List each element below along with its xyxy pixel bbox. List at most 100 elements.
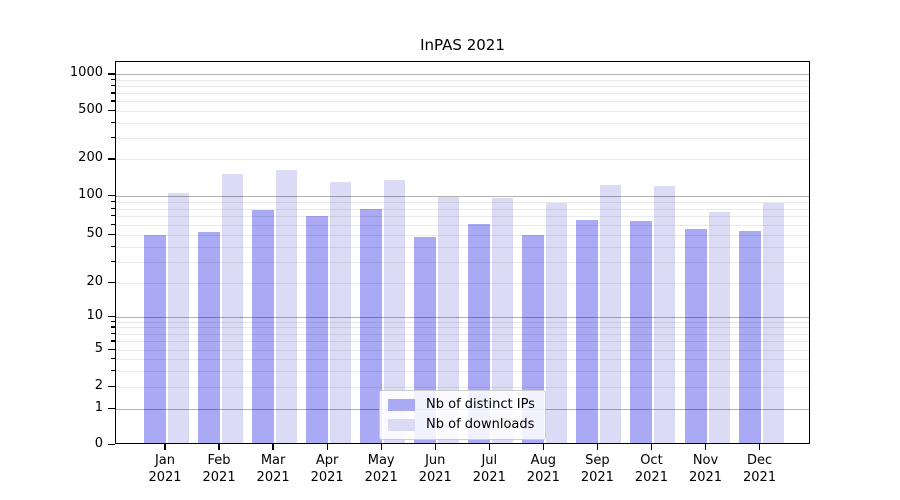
gridline-minor	[116, 282, 809, 284]
y-axis-tick	[108, 407, 115, 409]
y-axis-tick	[108, 386, 115, 388]
gridline-minor	[116, 341, 809, 343]
legend-item: Nb of distinct IPs	[388, 398, 535, 412]
gridline-minor	[116, 216, 809, 218]
x-axis-tick	[164, 444, 166, 450]
y-axis-tick	[108, 73, 115, 75]
gridline-minor	[116, 333, 809, 335]
legend-item: Nb of downloads	[388, 418, 535, 432]
x-axis-tick	[380, 444, 382, 450]
x-axis-tick	[218, 444, 220, 450]
y-axis-tick-label: 100	[78, 187, 103, 202]
legend-label: Nb of downloads	[426, 417, 535, 432]
gridline-minor	[116, 261, 809, 263]
bar-distinct-ips-dec	[738, 230, 761, 443]
gridline-minor	[116, 208, 809, 210]
x-axis-tick	[758, 444, 761, 450]
x-axis-tick	[542, 444, 544, 450]
y-axis-tick	[108, 349, 115, 351]
bar-distinct-ips-may	[360, 209, 383, 443]
x-axis-tick-label: Jul 2021	[472, 453, 506, 485]
y-axis-minor-tick	[111, 207, 115, 209]
gridline-minor	[116, 350, 809, 352]
y-axis-minor-tick	[111, 121, 115, 124]
gridline-minor	[116, 86, 809, 88]
gridline-minor	[116, 359, 809, 361]
y-axis-minor-tick	[111, 260, 115, 262]
gridline-minor	[116, 387, 809, 388]
y-axis-tick-label: 1000	[69, 65, 103, 81]
y-axis-tick-label: 10	[86, 307, 103, 323]
legend-swatch	[388, 399, 415, 411]
gridline-major	[116, 316, 809, 318]
y-axis-tick-label: 20	[86, 273, 103, 289]
y-axis-tick	[108, 315, 115, 317]
x-axis-tick-label: Jun 2021	[418, 453, 452, 485]
x-axis-tick-label: Nov 2021	[688, 453, 723, 485]
y-axis-minor-tick	[111, 326, 115, 328]
bar-downloads-may	[384, 180, 406, 443]
gridline-minor	[116, 246, 809, 248]
y-axis-minor-tick	[111, 85, 115, 87]
x-axis-tick	[272, 444, 274, 450]
x-axis-tick-label: Aug 2021	[526, 453, 560, 485]
y-axis-tick-label: 50	[86, 226, 103, 241]
x-axis-tick	[596, 444, 599, 450]
y-axis-minor-tick	[111, 100, 115, 102]
x-axis-tick-label: Mar 2021	[256, 453, 290, 485]
x-axis-tick	[488, 444, 490, 450]
y-axis-tick-label: 2	[94, 378, 103, 393]
y-axis-minor-tick	[111, 92, 115, 94]
x-axis-tick-label: Jan 2021	[148, 453, 182, 485]
gridline-minor	[116, 201, 809, 203]
y-axis-minor-tick	[111, 78, 115, 81]
gridline-minor	[116, 224, 809, 226]
y-axis-tick	[108, 158, 115, 160]
bar-distinct-ips-jan	[144, 235, 166, 443]
x-axis-tick	[650, 444, 653, 450]
y-axis-minor-tick	[111, 136, 115, 139]
x-axis-tick-label: Apr 2021	[310, 453, 344, 485]
bar-downloads-oct	[654, 186, 676, 443]
x-axis-tick	[434, 444, 436, 450]
bar-distinct-ips-apr	[306, 215, 329, 443]
plot-area	[115, 61, 810, 444]
y-axis-tick-label: 1	[94, 399, 103, 415]
y-axis-tick-label: 200	[78, 150, 103, 166]
y-axis-tick	[108, 444, 115, 446]
y-axis-tick	[108, 234, 115, 236]
y-axis-tick	[108, 110, 115, 112]
x-axis-tick	[704, 444, 707, 450]
y-axis-minor-tick	[111, 369, 115, 371]
bar-distinct-ips-oct	[630, 220, 653, 443]
y-axis-minor-tick	[111, 358, 115, 360]
gridline-minor	[116, 111, 809, 113]
y-axis-minor-tick	[111, 245, 115, 247]
legend-label: Nb of distinct IPs	[426, 397, 535, 412]
legend: Nb of distinct IPs Nb of downloads	[379, 390, 546, 440]
y-axis-minor-tick	[111, 340, 115, 342]
y-axis-minor-tick	[111, 332, 115, 335]
y-axis-minor-tick	[111, 320, 115, 323]
gridline-minor	[116, 93, 809, 95]
gridline-minor	[116, 101, 809, 103]
gridline-minor	[116, 159, 809, 161]
legend-swatch	[388, 419, 415, 431]
gridline-minor	[116, 370, 809, 372]
bar-distinct-ips-jul	[468, 223, 491, 443]
y-axis-tick-label: 5	[94, 341, 103, 357]
bar-downloads-aug	[546, 203, 568, 443]
x-axis-tick-label: Feb 2021	[202, 453, 236, 485]
y-axis-tick	[108, 195, 115, 197]
x-axis-tick-label: May 2021	[364, 453, 398, 485]
gridline-minor	[116, 327, 809, 329]
gridline-minor	[116, 79, 809, 81]
bar-downloads-jan	[168, 192, 189, 443]
x-axis-tick-label: Dec 2021	[743, 453, 777, 485]
x-axis-tick-label: Oct 2021	[634, 453, 668, 485]
bar-distinct-ips-sep	[576, 220, 599, 443]
y-axis-minor-tick	[111, 200, 115, 203]
bar-downloads-nov	[708, 211, 730, 443]
gridline-minor	[116, 235, 809, 236]
